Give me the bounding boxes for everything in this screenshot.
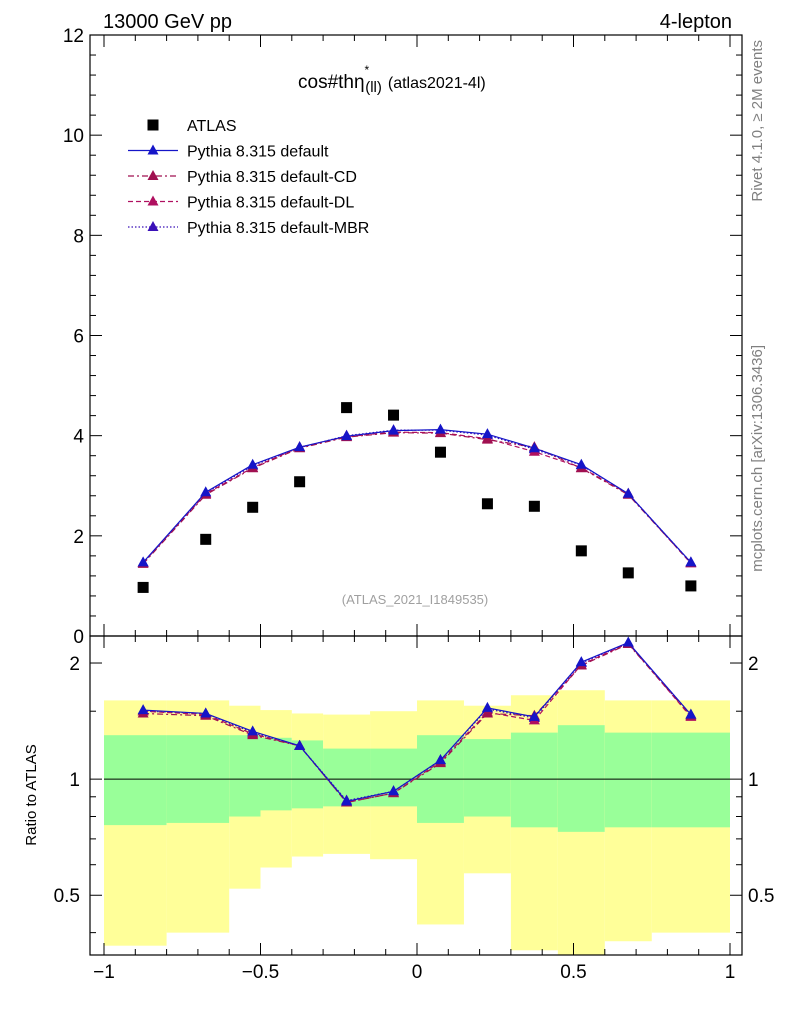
- green-band-bin: [229, 735, 261, 817]
- x-tick-label: 0: [412, 962, 423, 983]
- data-point: [575, 545, 587, 557]
- green-band-bin: [463, 739, 511, 817]
- series-line: [143, 643, 692, 804]
- legend-marker: [147, 195, 159, 206]
- series-line: [142, 431, 692, 564]
- analysis-watermark: (ATLAS_2021_I1849535): [342, 592, 488, 607]
- y-tick-label: 12: [63, 26, 84, 47]
- main-plot: 0 2 4 6 8 10 12 ATLAS Pythia 8.315 default Pythia…: [63, 26, 743, 648]
- series-marker: [341, 430, 353, 441]
- legend-label: ATLAS: [187, 118, 237, 135]
- x-tick-label: 0.5: [560, 962, 586, 983]
- series-marker: [388, 785, 400, 796]
- legend-label: Pythia 8.315 default-DL: [187, 195, 354, 212]
- data-point: [247, 501, 259, 513]
- y-tick-label: 0: [73, 627, 84, 648]
- series-marker: [247, 458, 259, 469]
- data-point: [137, 581, 149, 593]
- title-main: cos#thη: [298, 72, 365, 93]
- y-tick-label: 6: [73, 327, 84, 348]
- series-marker: [481, 433, 493, 444]
- legend-label: Pythia 8.315 default-CD: [187, 169, 357, 186]
- series-marker: [294, 441, 306, 452]
- series-marker: [528, 442, 540, 453]
- ratio-y-tick-label-right: 0.5: [748, 886, 774, 907]
- green-band-bin: [104, 735, 167, 826]
- green-band-bin: [260, 737, 292, 811]
- x-tick-label: −1: [93, 962, 115, 983]
- legend-marker: [147, 170, 159, 180]
- ratio-plot: −1 −0.5 0 0.5 1 0.5 0.5 1 1 2 2: [54, 635, 774, 983]
- header-left: 13000 GeV pp: [103, 11, 232, 33]
- data-point: [434, 446, 446, 458]
- data-point: [685, 580, 697, 592]
- title-sup: *: [365, 63, 370, 77]
- series-marker: [481, 428, 493, 439]
- legend-marker: [147, 144, 159, 155]
- ratio-y-tick-label: 1: [69, 770, 80, 791]
- legend-label: Pythia 8.315 default: [187, 144, 329, 161]
- title-sub: (ll): [365, 79, 382, 96]
- series-marker: [622, 487, 634, 498]
- data-point: [388, 409, 400, 421]
- series-marker: [137, 704, 149, 715]
- ratio-y-tick-label-right: 2: [748, 654, 759, 675]
- series-marker: [294, 739, 306, 750]
- series-marker: [200, 707, 212, 718]
- plot-title: cos#thη* (ll) (atlas2021-4l): [298, 63, 486, 96]
- green-band-bin: [557, 725, 605, 832]
- x-tick-label: 1: [725, 962, 736, 983]
- title-tail: (atlas2021-4l): [388, 75, 486, 92]
- series-marker: [685, 708, 697, 719]
- green-band-bin: [651, 732, 730, 828]
- data-point: [294, 476, 306, 488]
- series-marker: [388, 424, 400, 435]
- series-marker: [137, 556, 149, 567]
- series-marker: [481, 701, 493, 712]
- series-marker: [434, 754, 446, 765]
- series-marker: [622, 636, 634, 647]
- green-band-bin: [604, 732, 652, 828]
- data-point: [341, 402, 353, 414]
- series-line: [142, 432, 692, 565]
- mcplots-label: mcplots.cern.ch [arXiv:1306.3436]: [749, 345, 766, 572]
- legend-marker-data: [147, 119, 159, 131]
- series-marker: [247, 725, 259, 736]
- series-marker: [341, 795, 353, 806]
- header-right: 4-lepton: [660, 11, 732, 33]
- series-line: [142, 429, 692, 564]
- rivet-label: Rivet 4.1.0, ≥ 2M events: [749, 40, 766, 202]
- ratio-y-tick-label-right: 1: [748, 770, 759, 791]
- series-marker: [200, 486, 212, 497]
- legend-marker: [147, 221, 159, 231]
- legend-label: Pythia 8.315 default-MBR: [187, 220, 369, 237]
- y-tick-label: 2: [73, 527, 84, 548]
- ratio-ylabel: Ratio to ATLAS: [23, 744, 40, 845]
- data-point: [622, 567, 634, 579]
- series-marker: [481, 707, 493, 718]
- series-marker: [575, 656, 587, 667]
- green-band-bin: [510, 732, 558, 828]
- data-point: [200, 533, 212, 545]
- series-line: [142, 429, 692, 563]
- series-marker: [685, 556, 697, 567]
- y-tick-label: 8: [73, 226, 84, 247]
- data-point: [528, 500, 540, 512]
- ratio-y-tick-label: 0.5: [54, 886, 80, 907]
- y-tick-label: 4: [73, 427, 84, 448]
- series-marker: [528, 710, 540, 721]
- green-band-bin: [291, 740, 324, 809]
- y-tick-label: 10: [63, 126, 84, 147]
- ratio-y-tick-label: 2: [69, 654, 80, 675]
- series-line: [143, 642, 692, 804]
- series-marker: [575, 458, 587, 469]
- data-point: [481, 498, 493, 510]
- green-band-bin: [370, 748, 417, 807]
- series-line: [143, 642, 692, 802]
- series-line: [143, 641, 692, 803]
- x-tick-label: −0.5: [242, 962, 280, 983]
- ratio-frame: [89, 635, 743, 956]
- series-marker: [434, 423, 446, 434]
